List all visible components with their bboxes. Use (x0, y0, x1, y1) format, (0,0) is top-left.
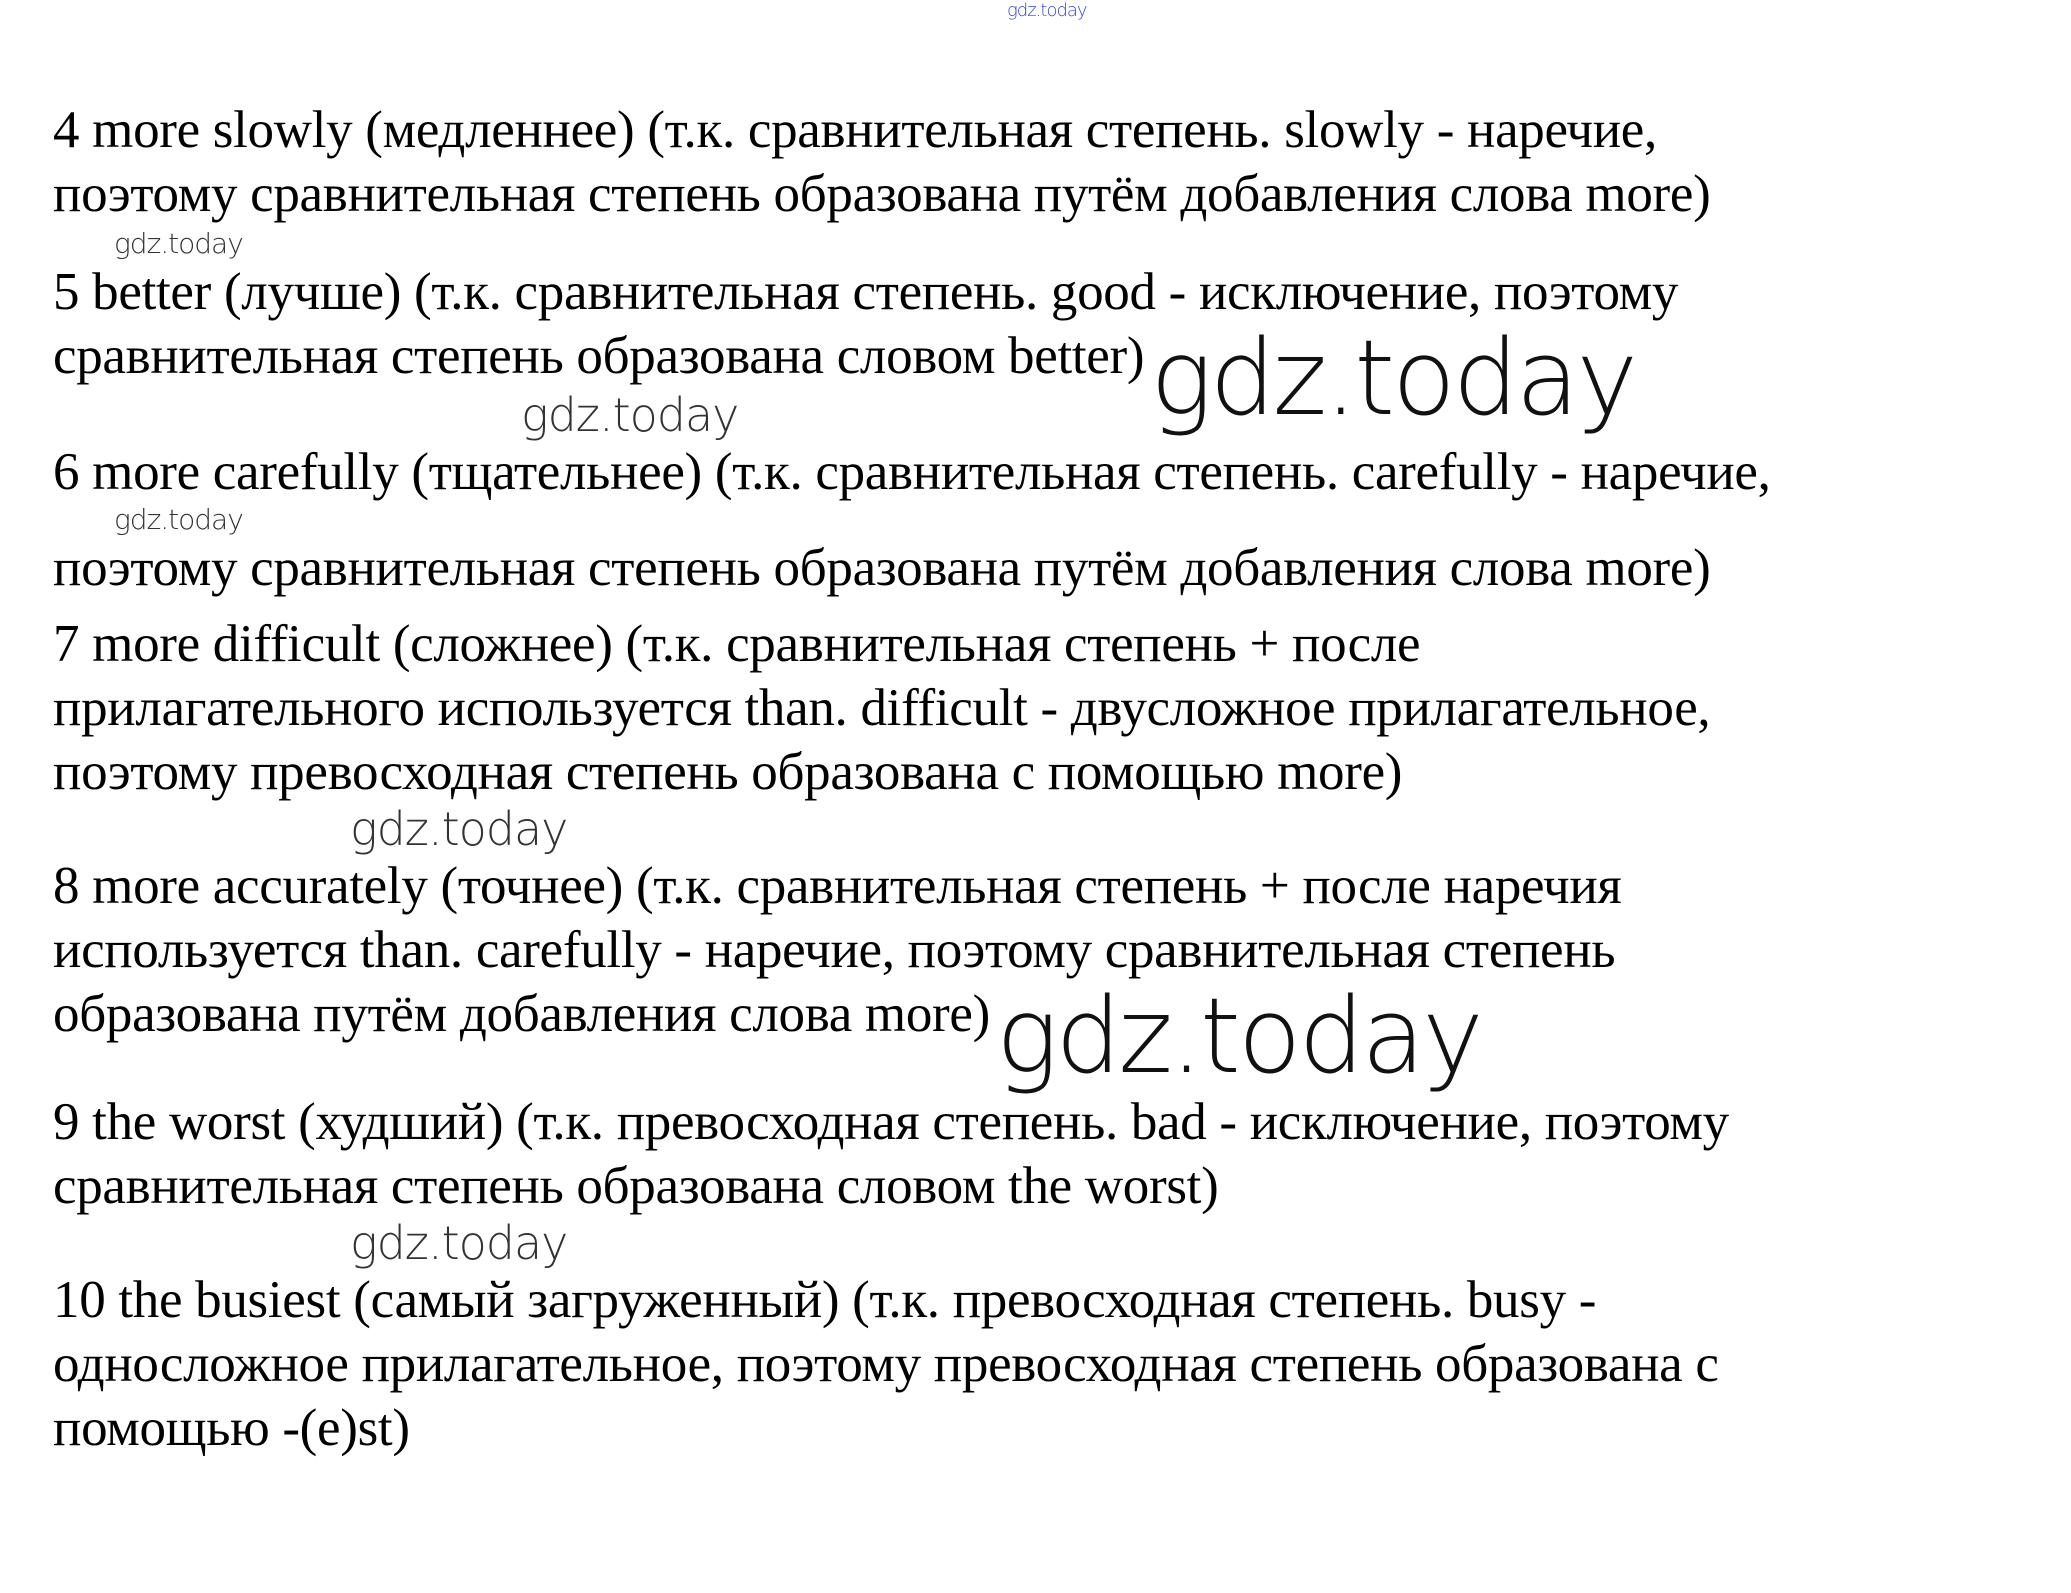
answer-line-text: образована путём добавления слова more) (53, 985, 990, 1043)
answer-line: 5 better (лучше) (т.к. сравнительная сте… (53, 263, 1679, 321)
answer-line: прилагательного используется than. diffi… (53, 679, 1711, 737)
answer-line: поэтому превосходная степень образована … (53, 743, 1403, 801)
answer-line: поэтому сравнительная степень образована… (53, 165, 1711, 223)
answer-line: 10 the busiest (самый загруженный) (т.к.… (53, 1271, 1597, 1329)
watermark: gdz.today (350, 1216, 568, 1270)
watermark: gdz.today (114, 227, 244, 260)
watermark: gdz.today (995, 975, 1484, 1097)
answer-line: 7 more difficult (сложнее) (т.к. сравнит… (53, 615, 1421, 673)
watermark: gdz.today (521, 388, 739, 442)
answer-line: поэтому сравнительная степень образована… (53, 539, 1711, 597)
answer-line: используется than. carefully - наречие, … (53, 921, 1616, 979)
watermark: gdz.today (114, 503, 244, 536)
answer-line: односложное прилагательное, поэтому прев… (53, 1335, 1719, 1393)
answer-line: 6 more carefully (тщательнее) (т.к. срав… (53, 443, 1771, 501)
answer-line: помощью -(e)st) (53, 1399, 410, 1457)
watermark-top: gdz.today (1007, 0, 1088, 21)
answer-line-text: сравнительная степень образована словом … (53, 327, 1145, 385)
answer-line: образована путём добавления слова more)g… (53, 984, 1484, 1088)
answer-line: 8 more accurately (точнее) (т.к. сравнит… (53, 857, 1622, 915)
watermark: gdz.today (1150, 317, 1638, 439)
watermark: gdz.today (350, 802, 568, 856)
answer-line: 4 more slowly (медленнее) (т.к. сравните… (53, 101, 1657, 159)
answer-line: 9 the worst (худший) (т.к. превосходная … (53, 1093, 1729, 1151)
answer-line: сравнительная степень образована словом … (53, 326, 1638, 430)
answer-line: сравнительная степень образована словом … (53, 1157, 1219, 1215)
